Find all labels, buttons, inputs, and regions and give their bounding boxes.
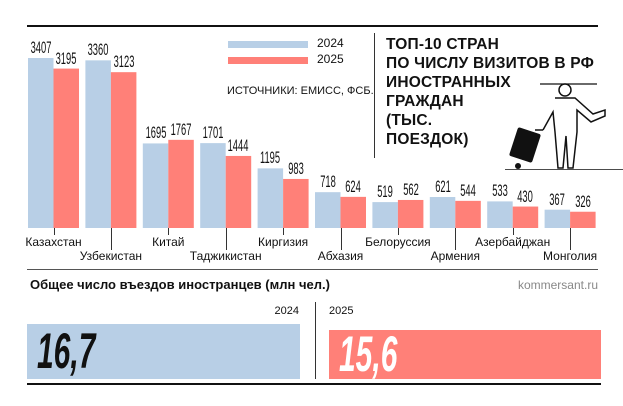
data-label: 621: [434, 177, 451, 196]
year-label-2024: 2024: [274, 305, 299, 317]
data-label: 718: [319, 172, 336, 192]
title-line: ТОП-10 СТРАН: [386, 36, 500, 53]
bar-chart: [28, 58, 596, 229]
category-label: Таджикистан: [189, 249, 262, 263]
category-label: Киргизия: [258, 235, 309, 249]
totals-title: Общее число въездов иностранцев (млн чел…: [30, 277, 330, 292]
data-label: 533: [492, 181, 508, 201]
category-label: Армения: [430, 249, 481, 263]
total-bar-2024: 16,7: [27, 324, 300, 379]
bar-2024: [142, 143, 169, 228]
data-label: 519: [377, 182, 393, 202]
data-label: 1444: [228, 135, 249, 155]
bar-2025: [53, 68, 79, 229]
bar-2025: [110, 72, 137, 228]
bar-2025: [340, 196, 366, 228]
total-value-2025: 15,6: [339, 326, 398, 382]
title-divider: [374, 33, 375, 158]
bar-2024: [372, 202, 398, 228]
title-line: ПОЕЗДОК): [386, 131, 469, 148]
data-label: 3407: [30, 38, 52, 57]
data-label: 983: [288, 158, 304, 178]
bar-2025: [283, 178, 309, 228]
legend-label-2025: 2025: [317, 52, 344, 66]
category-tick: [168, 228, 170, 235]
bottom-rule: [27, 383, 601, 385]
bar-2024: [544, 209, 571, 228]
top-rule: [27, 25, 598, 27]
category-tick: [397, 228, 399, 235]
data-label: 3195: [55, 48, 77, 68]
category-tick: [53, 228, 55, 235]
credit: kommersant.ru: [517, 278, 598, 292]
title-line: ИНОСТРАННЫХ: [386, 74, 511, 91]
data-label: 544: [460, 180, 476, 200]
section-rule: [27, 269, 598, 270]
legend-swatch-2024: [228, 41, 308, 48]
category-tick: [225, 228, 227, 250]
data-label: 1695: [145, 123, 166, 143]
bar-2024: [429, 197, 456, 228]
source-note: ИСТОЧНИКИ: ЕМИСС, ФСБ.: [227, 85, 374, 97]
category-tick: [283, 228, 285, 235]
category-tick: [512, 228, 514, 235]
bar-2025: [397, 199, 424, 228]
bar-2025: [512, 206, 539, 228]
data-label: 1701: [202, 123, 224, 143]
traveler-illustration-icon: [505, 83, 623, 170]
data-label: 3123: [113, 52, 135, 72]
data-label: 430: [517, 186, 534, 206]
title-line: ПО ЧИСЛУ ВИЗИТОВ В РФ: [386, 55, 595, 72]
data-label: 367: [549, 189, 566, 209]
data-label: 3360: [87, 40, 109, 60]
bar-2024: [487, 201, 513, 228]
total-bar-2025: 15,6: [329, 326, 601, 382]
bar-2024: [200, 143, 226, 228]
data-label: 562: [402, 179, 419, 199]
title-line: ГРАЖДАН: [386, 93, 464, 110]
title-line: (ТЫС.: [386, 112, 433, 129]
year-label-2025: 2025: [329, 305, 354, 317]
legend-label-2024: 2024: [317, 36, 344, 50]
totals-divider: [315, 302, 316, 379]
bar-2024: [28, 58, 54, 228]
category-label: Узбекистан: [79, 249, 143, 263]
category-label: Казахстан: [25, 235, 82, 249]
bar-2025: [225, 155, 252, 228]
category-tick: [570, 228, 572, 250]
bar-2025: [570, 211, 596, 228]
bar-2024: [257, 168, 284, 228]
category-tick: [110, 228, 112, 250]
category-label: Азербайджан: [475, 235, 551, 249]
total-value-2024: 16,7: [37, 323, 96, 379]
bar-2024: [85, 60, 111, 229]
bar-2025: [455, 200, 481, 228]
category-label: Абхазия: [317, 249, 364, 263]
bar-2025: [168, 139, 194, 228]
data-label: 1767: [170, 119, 192, 139]
data-label: 1195: [260, 148, 281, 168]
category-label: Китай: [152, 235, 185, 249]
category-tick: [340, 228, 342, 250]
bar-2024: [315, 192, 341, 228]
legend-swatch-2025: [228, 57, 308, 64]
category-tick: [455, 228, 457, 250]
category-label: Монголия: [543, 249, 598, 263]
data-label: 326: [575, 191, 591, 211]
data-label: 624: [345, 176, 362, 196]
chart-title: ТОП-10 СТРАН ПО ЧИСЛУ ВИЗИТОВ В РФ ИНОСТ…: [386, 35, 594, 149]
category-label: Белоруссия: [365, 235, 431, 249]
